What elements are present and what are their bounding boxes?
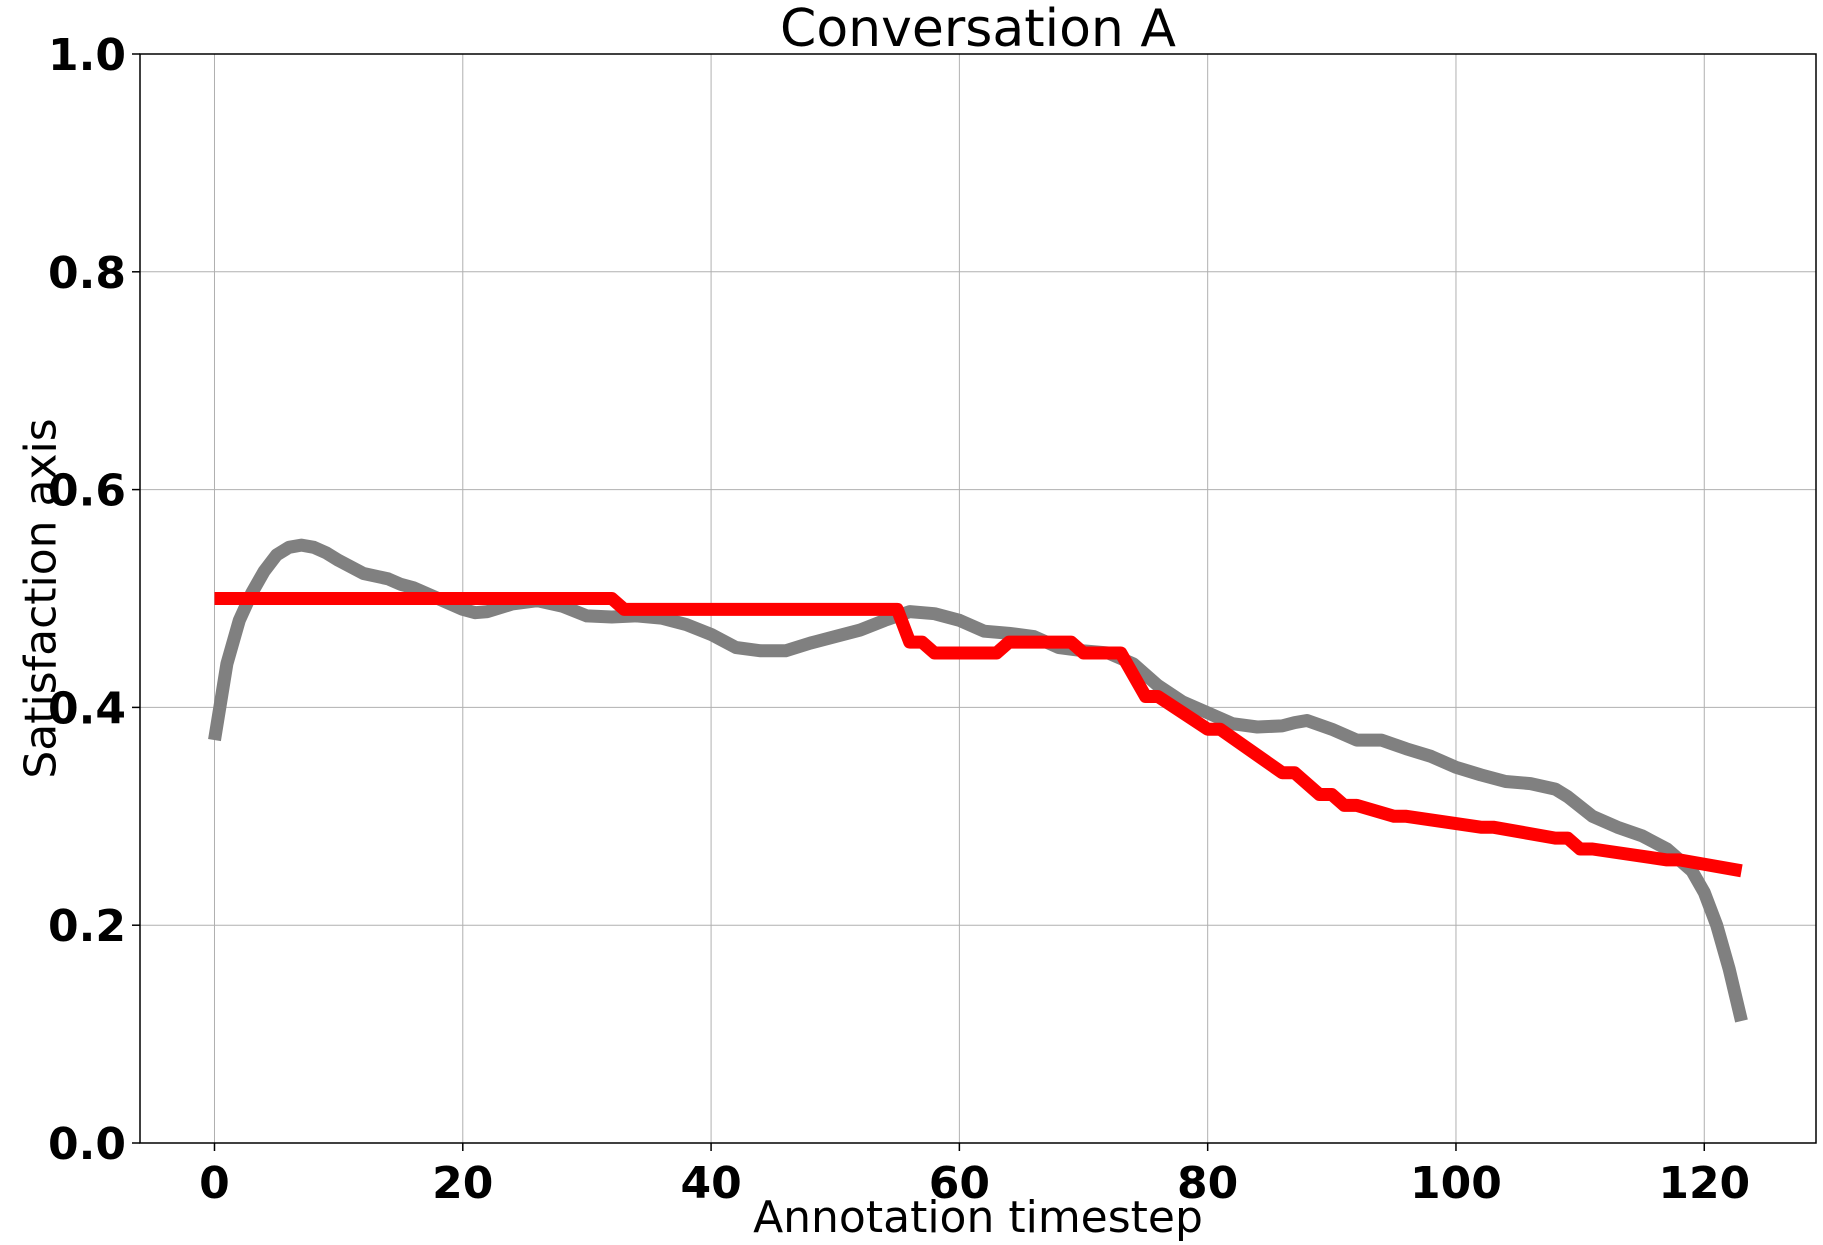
x-tick-label: 120 xyxy=(1658,1158,1750,1209)
gray-series-line xyxy=(208,538,1748,1023)
plot-frame xyxy=(139,53,1817,1144)
y-axis-label: Satisfaction axis xyxy=(15,418,66,778)
series-lines xyxy=(208,538,1748,1023)
y-tick-label: 0.2 xyxy=(48,901,126,952)
y-tick-label: 0.6 xyxy=(48,466,126,517)
x-tick-label: 20 xyxy=(432,1158,493,1209)
red-series-line xyxy=(214,592,1743,878)
y-tick-label: 0.4 xyxy=(48,683,126,734)
x-tick-label: 60 xyxy=(929,1158,990,1209)
y-tick-label: 0.0 xyxy=(48,1119,126,1170)
x-tick-label: 80 xyxy=(1177,1158,1238,1209)
x-axis-label: Annotation timestep xyxy=(753,1192,1203,1243)
y-tick-label: 1.0 xyxy=(48,30,126,81)
y-tick-labels: 0.0 0.2 0.4 0.6 0.8 1.0 xyxy=(48,30,140,1170)
y-tick-label: 0.8 xyxy=(48,248,126,299)
x-tick-label: 40 xyxy=(680,1158,741,1209)
x-tick-labels: 0 20 40 60 80 100 120 xyxy=(199,1143,1750,1209)
x-tick-label: 0 xyxy=(199,1158,230,1209)
chart-title: Conversation A xyxy=(780,0,1176,59)
x-tick-label: 100 xyxy=(1410,1158,1502,1209)
